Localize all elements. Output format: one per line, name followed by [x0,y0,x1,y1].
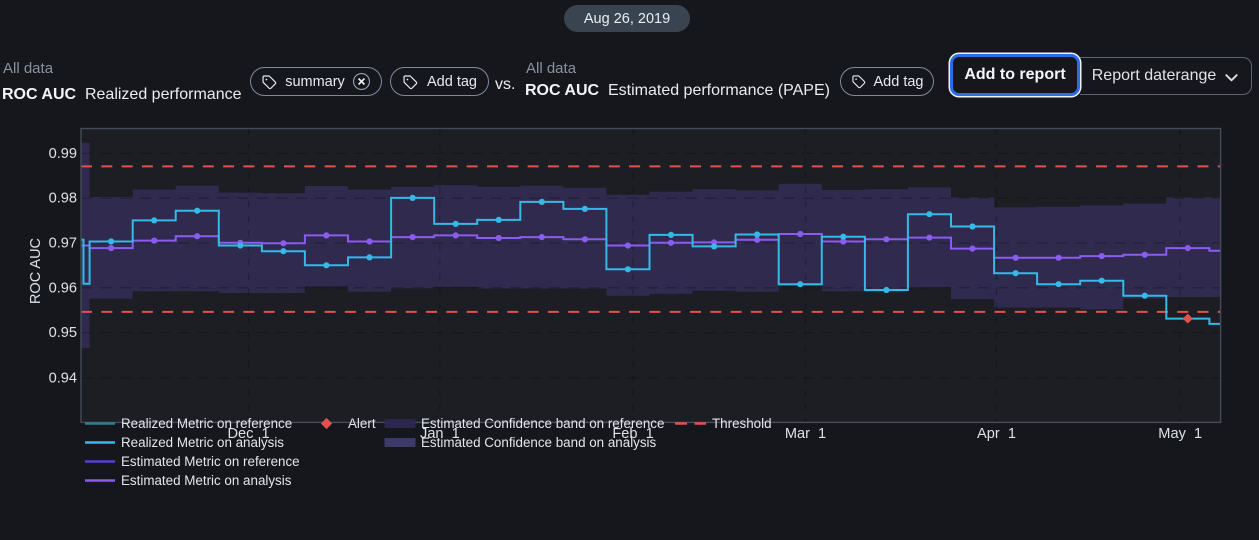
svg-text:0.95: 0.95 [49,325,77,341]
svg-text:0.97: 0.97 [49,236,77,252]
svg-text:Realized Metric on analysis: Realized Metric on analysis [121,435,284,450]
svg-text:Estimated Metric on analysis: Estimated Metric on analysis [121,473,292,488]
svg-text:Threshold: Threshold [712,416,772,431]
svg-text:Estimated Confidence band on r: Estimated Confidence band on reference [421,416,664,431]
svg-text:ROC AUC: ROC AUC [28,238,44,304]
svg-text:Mar 1: Mar 1 [785,426,826,442]
svg-text:0.98: 0.98 [49,191,77,207]
svg-text:Realized Metric on reference: Realized Metric on reference [121,416,292,431]
svg-text:Alert: Alert [348,416,376,431]
svg-text:0.99: 0.99 [49,146,77,162]
svg-text:Dec 1: Dec 1 [228,426,270,442]
svg-text:Estimated Metric on reference: Estimated Metric on reference [121,454,300,469]
svg-text:Feb 1: Feb 1 [612,426,653,442]
svg-text:Apr 1: Apr 1 [977,426,1016,442]
svg-text:May 1: May 1 [1158,426,1202,442]
svg-text:Estimated Confidence band on a: Estimated Confidence band on analysis [421,435,657,450]
svg-text:0.94: 0.94 [49,371,77,387]
svg-text:0.96: 0.96 [49,280,77,296]
svg-text:Jan 1: Jan 1 [420,426,460,442]
